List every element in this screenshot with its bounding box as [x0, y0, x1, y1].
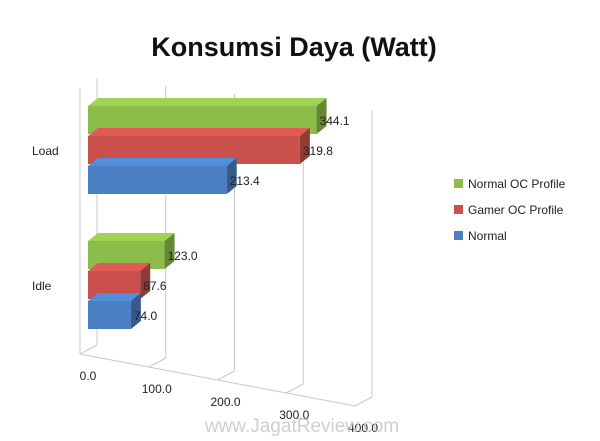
- bar-top: [88, 233, 175, 241]
- data-label: 319.8: [303, 144, 333, 158]
- bar-top: [88, 293, 141, 301]
- bar-side: [140, 263, 151, 299]
- legend-swatch: [454, 179, 463, 188]
- data-labels: 344.1 319.8 213.4 123.0 87.6 74.0: [134, 114, 350, 323]
- bar: [88, 301, 131, 329]
- legend-entry: Gamer OC Profile: [468, 203, 564, 217]
- data-label: 344.1: [320, 114, 350, 128]
- x-tick-label: 100.0: [142, 382, 172, 396]
- x-tick-label: 0.0: [80, 369, 97, 383]
- bar-top: [88, 263, 151, 271]
- data-label: 74.0: [134, 309, 158, 323]
- bars: [88, 98, 327, 329]
- x-tick-label: 300.0: [279, 408, 309, 422]
- watermark: www.JagatReview.com: [204, 416, 399, 437]
- bar-top: [88, 98, 327, 106]
- floor-line: [148, 357, 166, 368]
- bar-side: [130, 293, 141, 329]
- legend-entry: Normal: [468, 229, 507, 243]
- x-tick-label: 400.0: [348, 421, 378, 435]
- category-label: Load: [32, 144, 59, 158]
- bar-side: [226, 158, 237, 194]
- category-labels: Load Idle: [32, 144, 59, 293]
- bar-top: [88, 128, 310, 136]
- legend-swatch: [454, 231, 463, 240]
- chart-title: Konsumsi Daya (Watt): [151, 32, 437, 62]
- bar-side: [316, 98, 327, 134]
- x-axis-ticks: 0.0 100.0 200.0 300.0 400.0: [80, 369, 379, 435]
- x-tick-label: 200.0: [210, 395, 240, 409]
- legend: Normal OC Profile Gamer OC Profile Normal: [454, 177, 566, 243]
- legend-swatch: [454, 205, 463, 214]
- floor-front: [79, 353, 356, 407]
- data-label: 213.4: [230, 174, 260, 188]
- floor-line: [286, 383, 304, 394]
- bar: [88, 166, 227, 194]
- bar-side: [299, 128, 310, 164]
- legend-entry: Normal OC Profile: [468, 177, 566, 191]
- data-label: 123.0: [168, 249, 198, 263]
- floor-line: [79, 344, 98, 355]
- bar-side: [164, 233, 175, 269]
- bar-top: [88, 158, 237, 166]
- floor-line: [217, 370, 235, 381]
- category-label: Idle: [32, 279, 52, 293]
- data-label: 87.6: [143, 279, 167, 293]
- floor-line: [354, 396, 373, 407]
